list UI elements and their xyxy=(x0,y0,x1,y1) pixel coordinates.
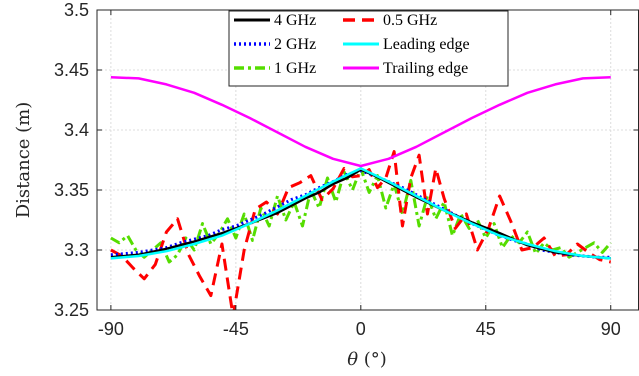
series-line-leading-edge xyxy=(110,167,611,260)
legend-label-1-ghz: 1 GHz xyxy=(274,60,316,77)
y-tick-label: 3.35 xyxy=(54,180,89,200)
legend-label-4-ghz: 4 GHz xyxy=(274,12,316,29)
series-layer xyxy=(110,75,612,310)
x-tick-label: -90 xyxy=(98,319,124,339)
y-tick-label: 3.45 xyxy=(54,60,89,80)
x-tick-label: -45 xyxy=(223,319,249,339)
x-axis-label: θ (°) xyxy=(347,349,387,370)
y-tick-label: 3.4 xyxy=(64,120,89,140)
legend-label-trailing-edge: Trailing edge xyxy=(383,60,468,77)
legend: 4 GHz 0.5 GHz 2 GHz Leading edge 1 GHz Traili… xyxy=(228,10,509,87)
legend-label-2-ghz: 2 GHz xyxy=(274,36,316,53)
y-tick-label: 3.3 xyxy=(64,240,89,260)
legend-box xyxy=(228,10,509,87)
legend-label-0-5-ghz: 0.5 GHz xyxy=(383,12,437,29)
y-axis-label: Distance (m) xyxy=(13,102,34,219)
legend-label-leading-edge: Leading edge xyxy=(383,36,470,53)
x-tick-label: 45 xyxy=(476,319,496,339)
x-tick-label: 90 xyxy=(601,319,621,339)
y-tick-label: 3.5 xyxy=(64,0,89,20)
x-tick-label: 0 xyxy=(356,319,366,339)
series-line-0-5-ghz xyxy=(110,150,612,310)
series-line-trailing-edge xyxy=(110,75,611,168)
tick-labels: -90 -45 0 45 90 3.25 3.3 3.35 3.4 3.45 3.5 xyxy=(54,0,621,339)
y-tick-label: 3.25 xyxy=(54,300,89,320)
